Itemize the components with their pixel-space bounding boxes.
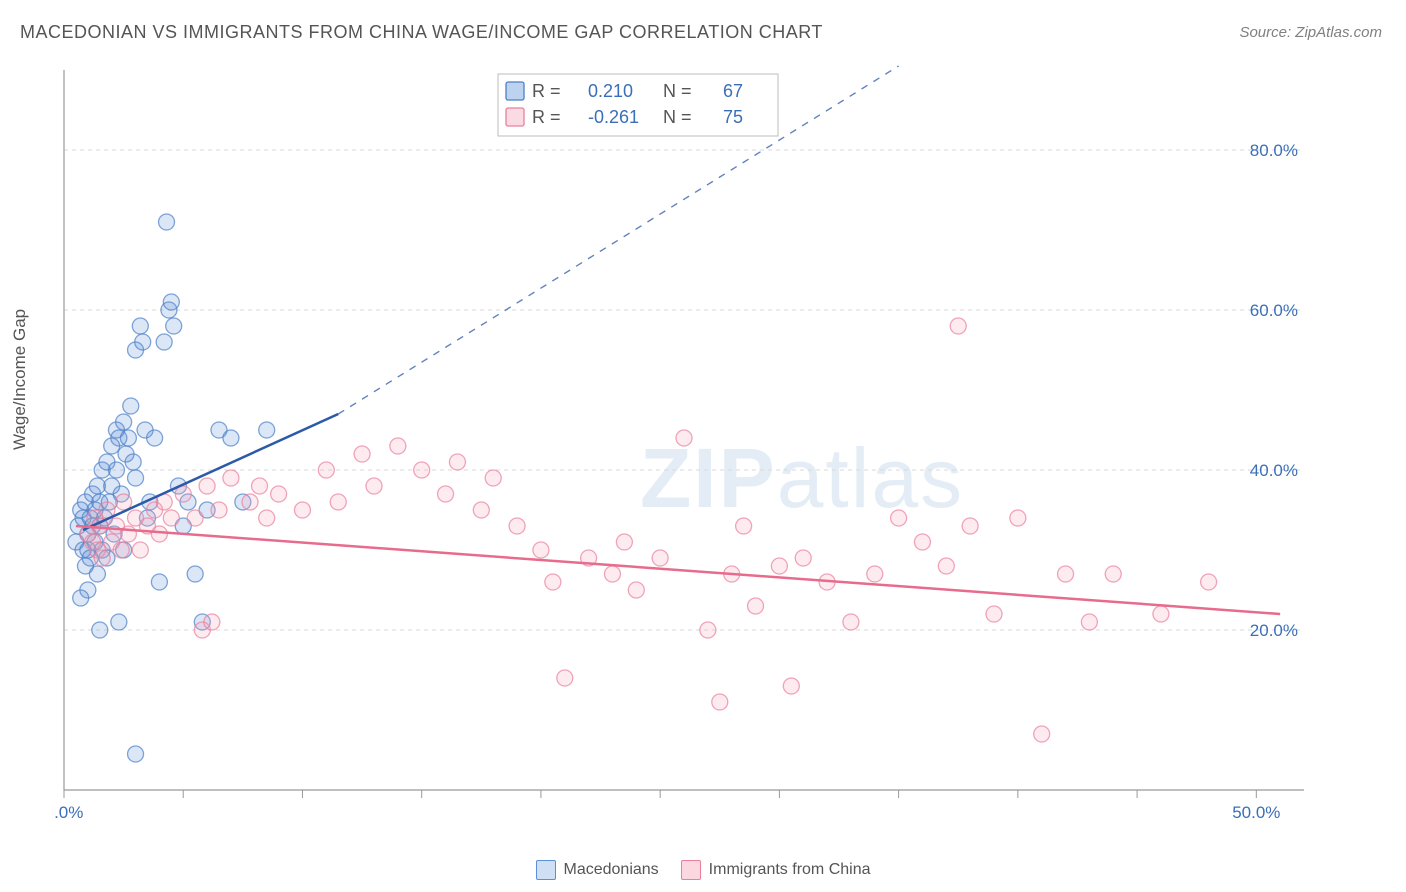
svg-text:80.0%: 80.0% <box>1250 141 1298 160</box>
svg-text:0.0%: 0.0% <box>54 803 83 822</box>
legend-label: Macedonians <box>564 861 659 879</box>
source-label: Source: ZipAtlas.com <box>1239 24 1382 41</box>
svg-text:R =: R = <box>532 81 561 101</box>
legend-item-macedonians: Macedonians <box>536 860 659 880</box>
svg-text:R =: R = <box>532 107 561 127</box>
svg-text:20.0%: 20.0% <box>1250 621 1298 640</box>
svg-text:67: 67 <box>723 81 743 101</box>
svg-text:0.210: 0.210 <box>588 81 633 101</box>
legend-item-immigrants: Immigrants from China <box>681 860 871 880</box>
y-axis-label: Wage/Income Gap <box>10 309 30 450</box>
svg-text:40.0%: 40.0% <box>1250 461 1298 480</box>
chart-container: MACEDONIAN VS IMMIGRANTS FROM CHINA WAGE… <box>0 0 1406 892</box>
svg-text:60.0%: 60.0% <box>1250 301 1298 320</box>
legend-label: Immigrants from China <box>709 861 871 879</box>
svg-text:N =: N = <box>663 81 692 101</box>
legend-swatch-icon <box>681 860 701 880</box>
bottom-legend: Macedonians Immigrants from China <box>0 860 1406 880</box>
legend-swatch-icon <box>536 860 556 880</box>
svg-text:75: 75 <box>723 107 743 127</box>
svg-text:50.0%: 50.0% <box>1232 803 1280 822</box>
svg-text:-0.261: -0.261 <box>588 107 639 127</box>
chart-title: MACEDONIAN VS IMMIGRANTS FROM CHINA WAGE… <box>20 22 823 43</box>
scatter-plot: 20.0% 40.0% 60.0% 80.0% 0.0% 50.0% R = 0.210 N =… <box>54 60 1344 830</box>
svg-text:N =: N = <box>663 107 692 127</box>
